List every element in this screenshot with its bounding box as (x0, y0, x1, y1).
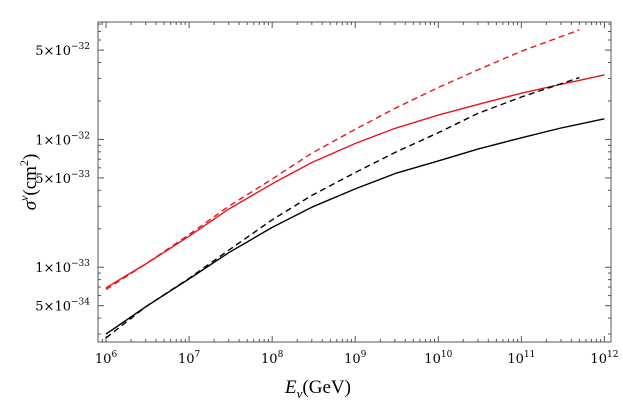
x-tick-label: 108 (261, 350, 284, 367)
series-layer (105, 29, 605, 339)
y-tick-label: 5×10−34 (35, 298, 90, 315)
x-tick-label: 1011 (507, 350, 535, 367)
x-axis-title: Eν(GeV) (284, 377, 351, 401)
x-tick-label: 107 (178, 350, 201, 367)
y-axis-title: σν(cm2) (17, 154, 41, 211)
plot-frame (97, 21, 612, 343)
x-tick-label: 106 (95, 350, 118, 367)
series-line-2 (105, 29, 580, 291)
y-tick-label: 5×10−33 (35, 170, 90, 187)
x-tick-label: 1012 (590, 350, 618, 367)
series-line-1 (105, 74, 605, 289)
series-line-3 (105, 118, 605, 335)
y-tick-label: 1×10−33 (35, 259, 90, 276)
x-tick-label: 109 (344, 350, 367, 367)
y-tick-label: 5×10−32 (35, 42, 90, 59)
x-tick-label: 1010 (424, 350, 452, 367)
tick-labels: 106 107 108 109 1010 1011 1012 5×10−34 1×10−33 5×… (35, 42, 618, 367)
y-tick-label: 1×10−32 (35, 131, 90, 148)
series-line-4 (105, 76, 580, 339)
axis-ticks (97, 22, 611, 342)
